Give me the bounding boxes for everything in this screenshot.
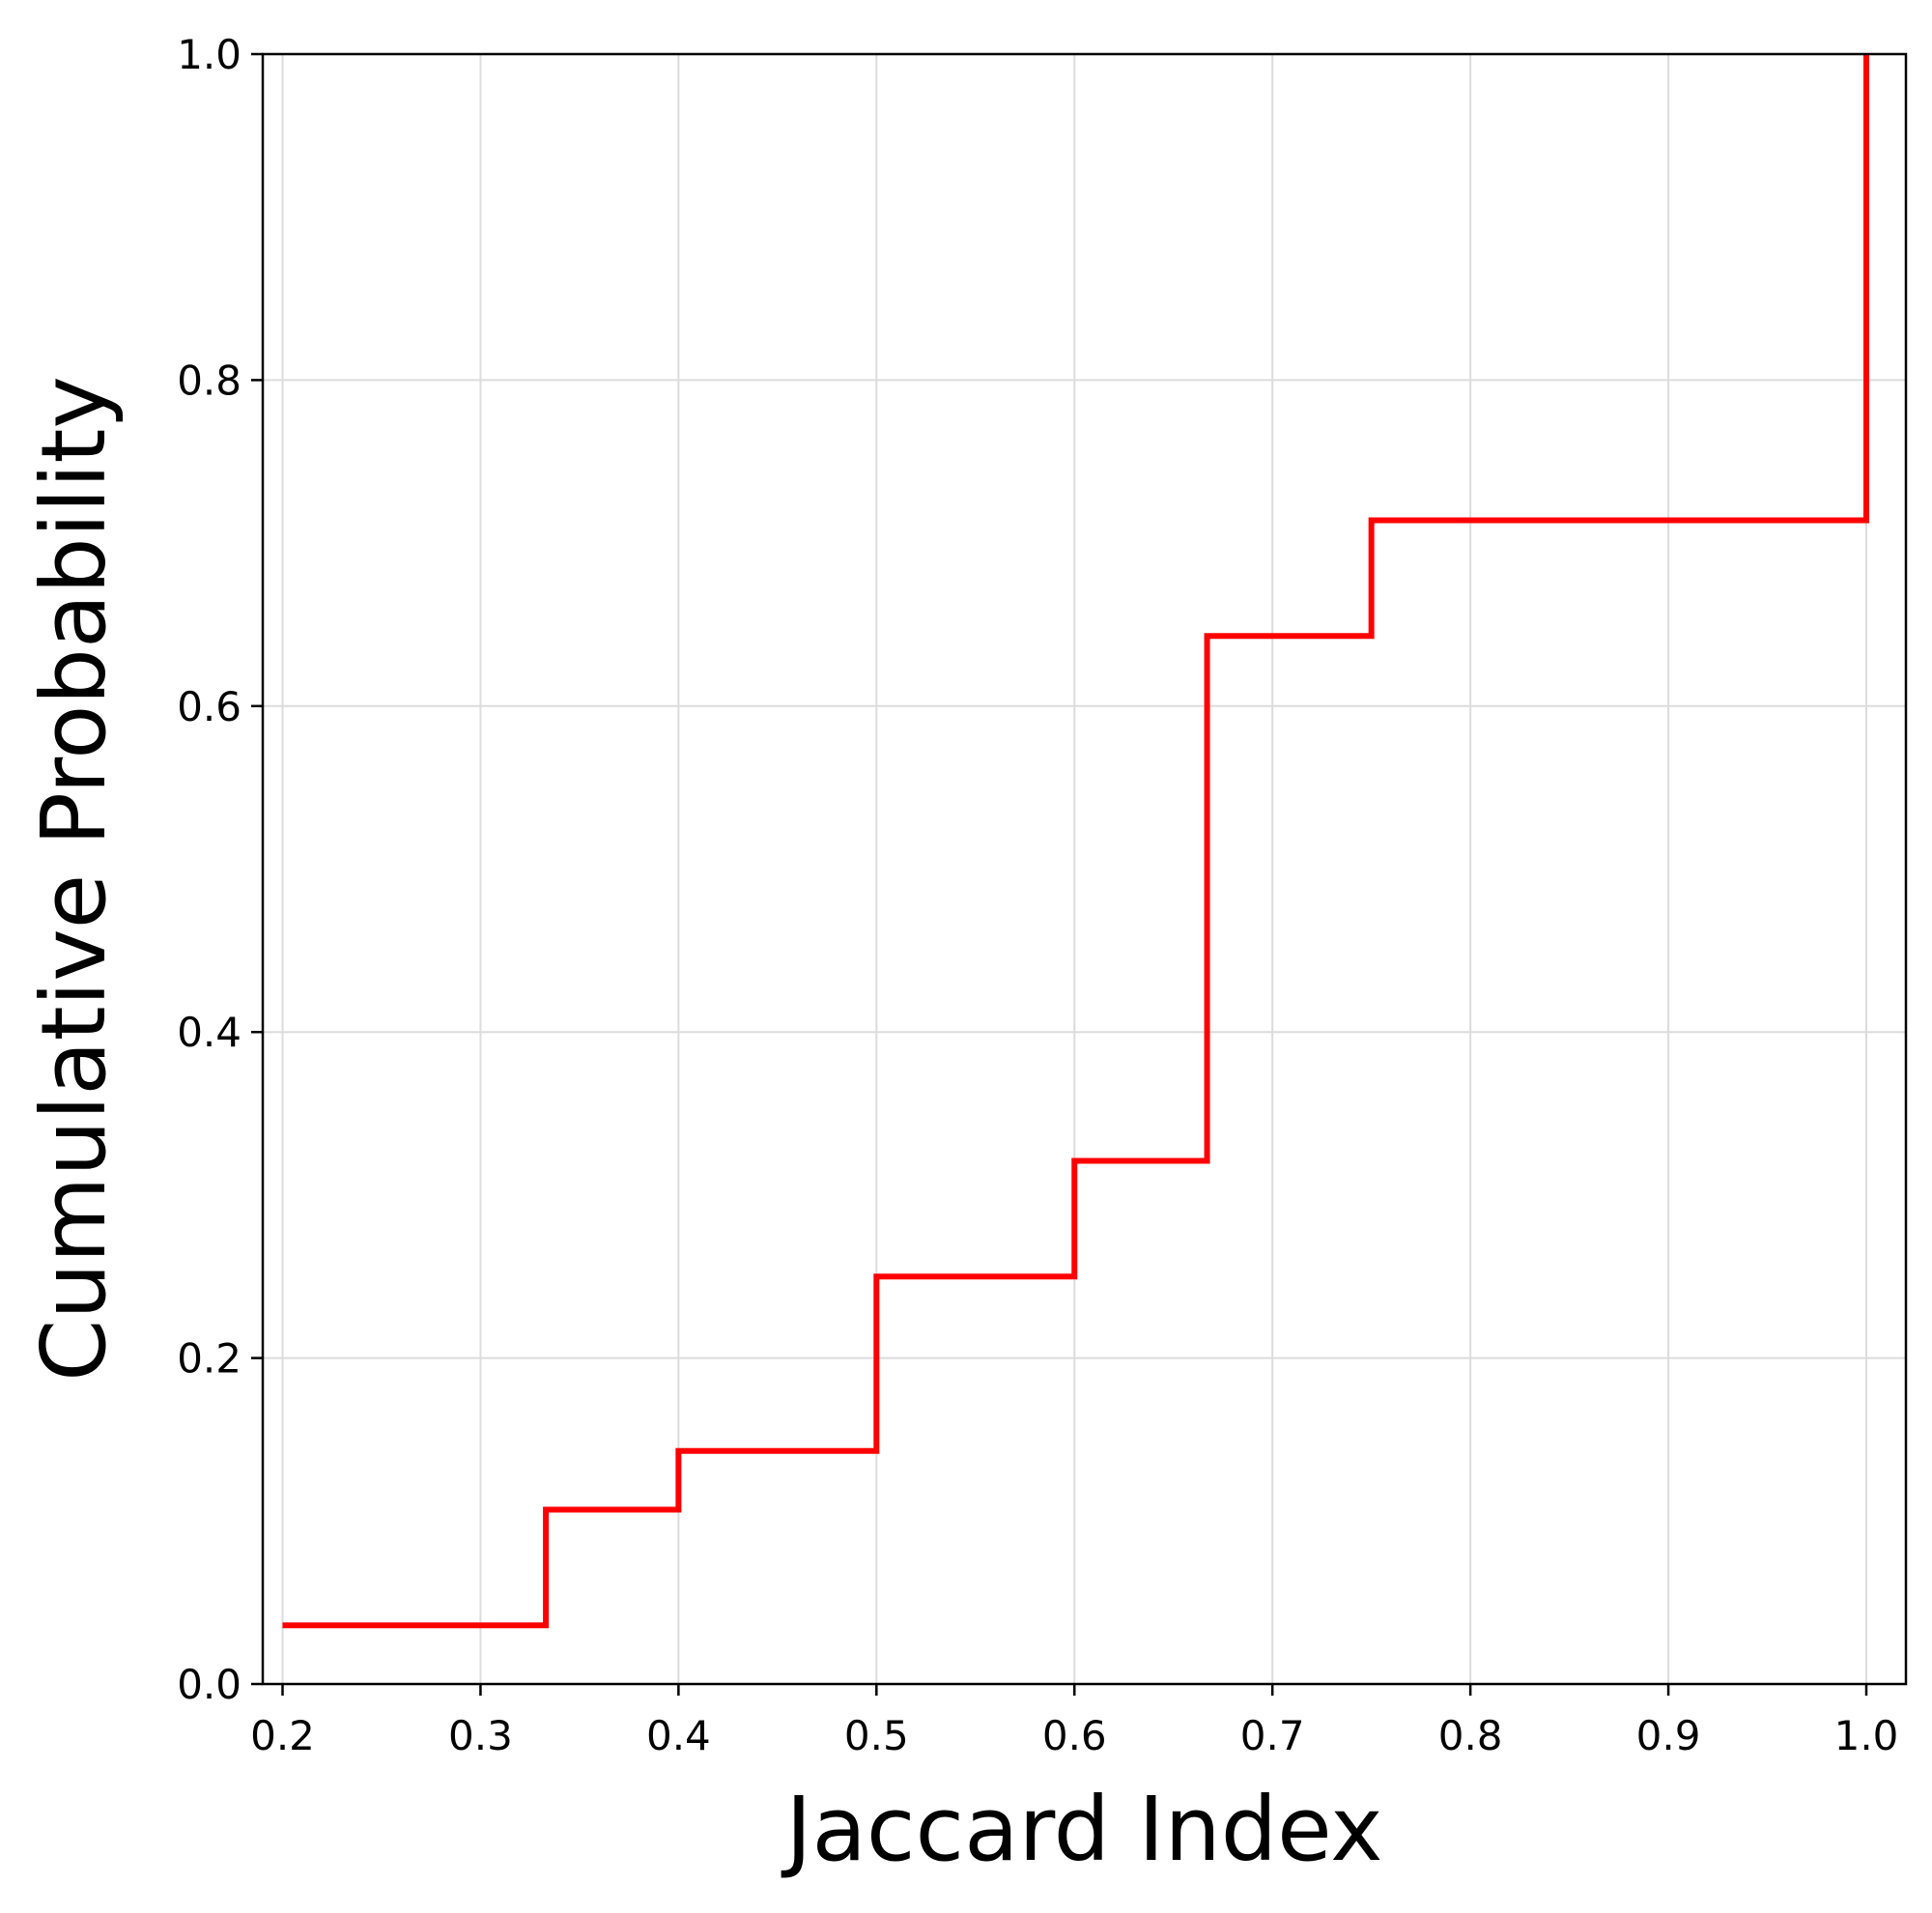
x-tick-label: 0.8 (1438, 1712, 1503, 1759)
x-axis-title: Jaccard Index (781, 1778, 1382, 1881)
x-tick-label: 0.9 (1636, 1712, 1701, 1759)
x-tick-label: 0.3 (448, 1712, 513, 1759)
y-tick-label: 0.6 (177, 683, 242, 730)
x-tick-label: 1.0 (1834, 1712, 1899, 1759)
y-tick-label: 0.8 (177, 357, 242, 404)
x-tick-label: 0.5 (844, 1712, 909, 1759)
x-tick-label: 0.2 (250, 1712, 315, 1759)
y-axis-title: Cumulative Probability (22, 376, 126, 1382)
y-tick-label: 0.2 (177, 1335, 242, 1383)
x-tick-label: 0.6 (1042, 1712, 1107, 1759)
y-tick-label: 0.0 (177, 1661, 242, 1708)
x-tick-label: 0.7 (1240, 1712, 1305, 1759)
y-tick-label: 1.0 (177, 31, 242, 78)
y-tick-label: 0.4 (177, 1009, 242, 1056)
x-tick-label: 0.4 (646, 1712, 711, 1759)
